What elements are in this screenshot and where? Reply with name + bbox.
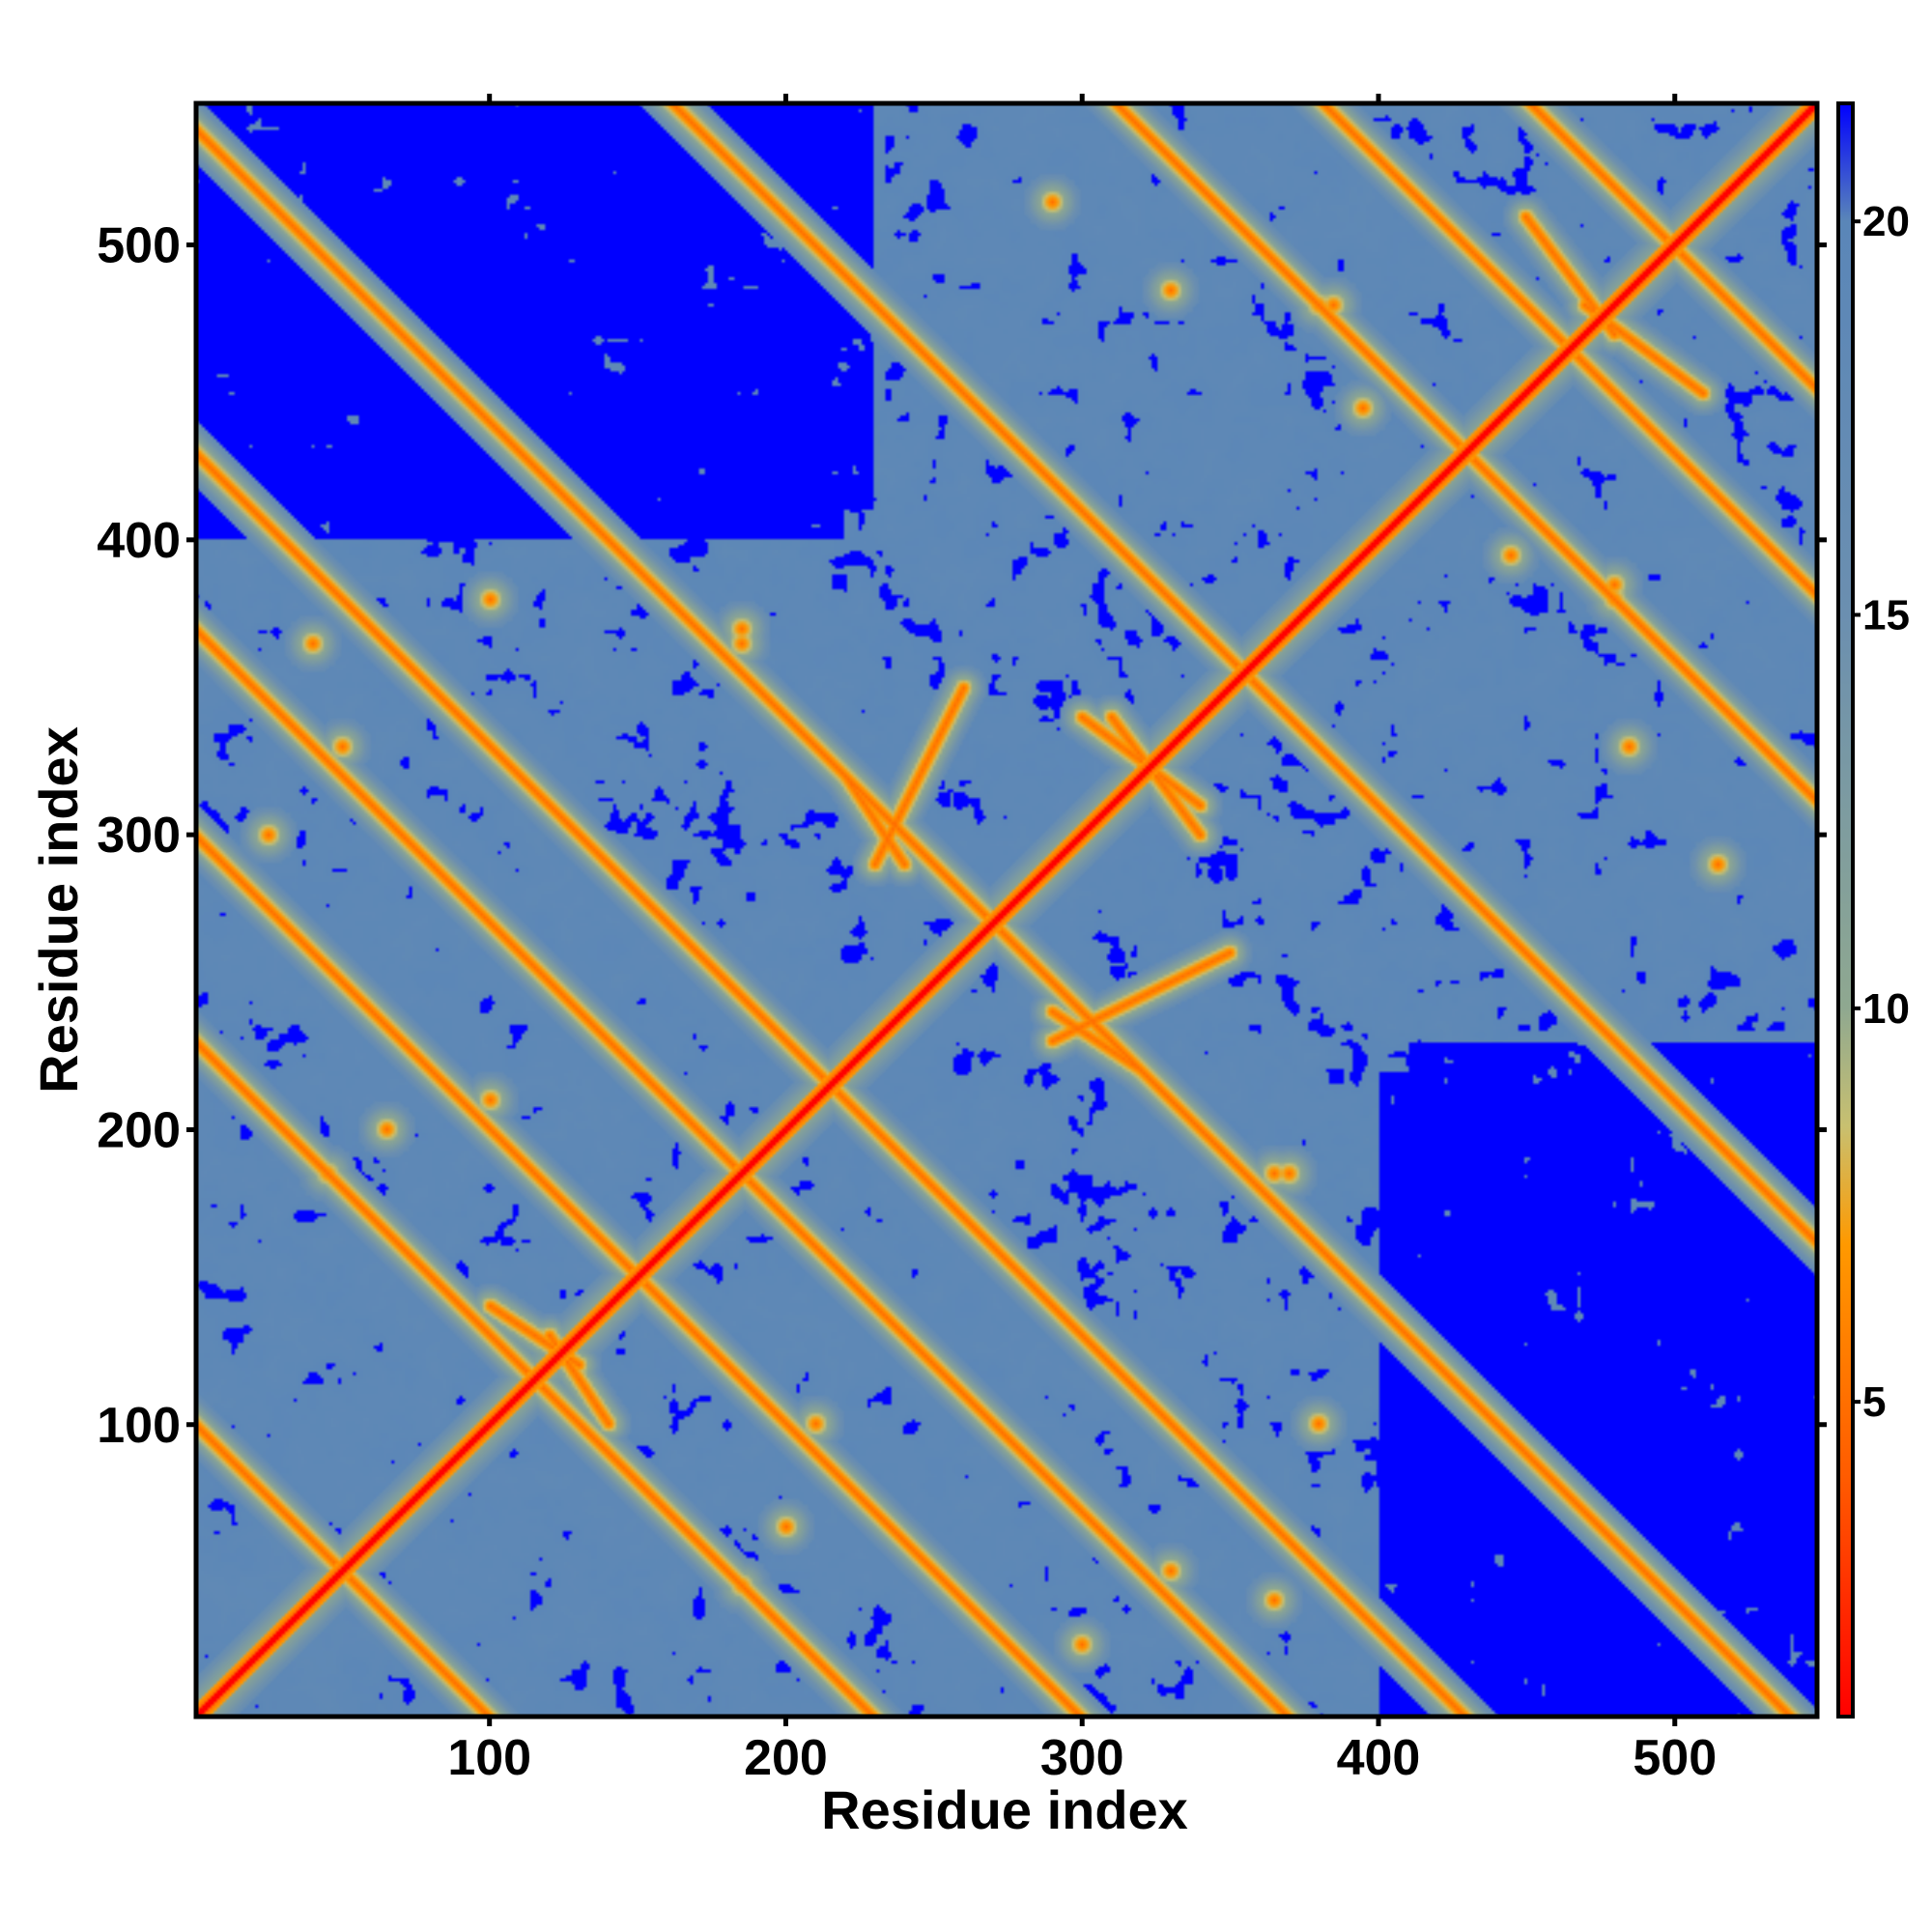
x-tick-label: 400: [1337, 1730, 1421, 1786]
plot-frame: [193, 100, 1820, 1719]
heatmap: [196, 103, 1817, 1717]
x-tick-label: 100: [447, 1730, 531, 1786]
colorbar-ticks: 5 10 15 20: [1853, 198, 1910, 1426]
x-axis: 100 200 300 400 500: [447, 1717, 1717, 1786]
colorbar: 5 10 15 20: [1836, 101, 1910, 1719]
x-tick-label: 300: [1040, 1730, 1124, 1786]
x-tick-label: 500: [1633, 1730, 1717, 1786]
colorbar-tick-label: 15: [1862, 592, 1910, 639]
x-tick-label: 200: [744, 1730, 828, 1786]
right-axis-ticks: [1817, 242, 1827, 1428]
colorbar-scale: [1836, 101, 1855, 1719]
y-tick-label: 200: [97, 1102, 181, 1158]
y-tick-label: 400: [97, 513, 181, 569]
colorbar-tick-label: 5: [1862, 1378, 1886, 1426]
colorbar-tick-label: 20: [1862, 198, 1910, 245]
y-axis-title: Residue index: [28, 726, 89, 1094]
y-tick-label: 300: [97, 808, 181, 864]
y-tick-label: 100: [97, 1398, 181, 1454]
x-axis-title: Residue index: [821, 1779, 1188, 1840]
y-axis: 100 200 300 400 500: [97, 218, 196, 1454]
y-tick-label: 500: [97, 218, 181, 274]
top-axis-ticks: [487, 94, 1678, 103]
heatmap-image: [196, 103, 1817, 1717]
colorbar-tick-label: 10: [1862, 985, 1910, 1033]
